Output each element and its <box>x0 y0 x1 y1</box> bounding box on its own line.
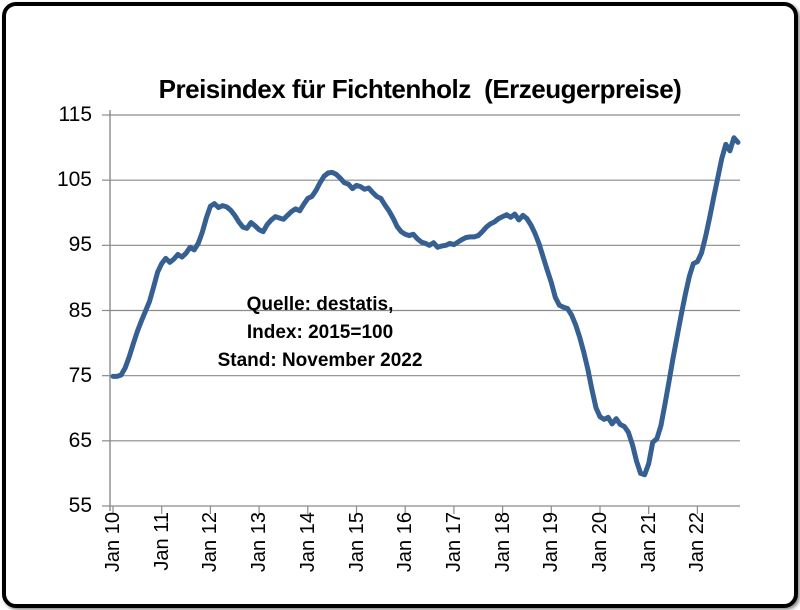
x-axis-label: Jan 20 <box>589 512 611 573</box>
x-axis-label: Jan 21 <box>637 512 660 573</box>
annotation-line-stand: Stand: November 2022 <box>217 350 423 371</box>
y-axis-label: 95 <box>68 233 92 257</box>
x-axis-label: Jan 16 <box>394 512 417 573</box>
price-line <box>110 135 741 478</box>
x-axis-label: Jan 13 <box>248 512 271 573</box>
y-axis-label: 65 <box>68 428 92 452</box>
x-axis-label: Jan 11 <box>150 512 173 571</box>
x-axis-label: Jan 15 <box>345 512 368 573</box>
y-axis-label: 85 <box>68 298 92 322</box>
x-axis-label: Jan 17 <box>442 512 465 573</box>
x-axis-label: Jan 10 <box>102 512 124 573</box>
annotation-block: Quelle: destatis, Index: 2015=100 Stand:… <box>170 291 470 375</box>
y-axis-label: 115 <box>58 103 92 126</box>
plot-area <box>102 110 741 514</box>
y-axis-label: 105 <box>56 168 92 192</box>
x-axis-label: Jan 19 <box>540 512 563 573</box>
y-axis-label: 55 <box>68 494 92 517</box>
x-axis-label: Jan 18 <box>491 512 514 573</box>
x-axis-label: Jan 22 <box>686 512 709 573</box>
x-axis-label: Jan 14 <box>296 512 319 573</box>
annotation-line-index: Index: 2015=100 <box>246 322 394 343</box>
x-axis-label: Jan 12 <box>199 512 222 573</box>
y-axis-label: 75 <box>68 363 92 387</box>
chart-title: Preisindex für Fichtenholz (Erzeugerprei… <box>158 74 682 104</box>
annotation-line-source: Quelle: destatis, <box>246 294 394 315</box>
